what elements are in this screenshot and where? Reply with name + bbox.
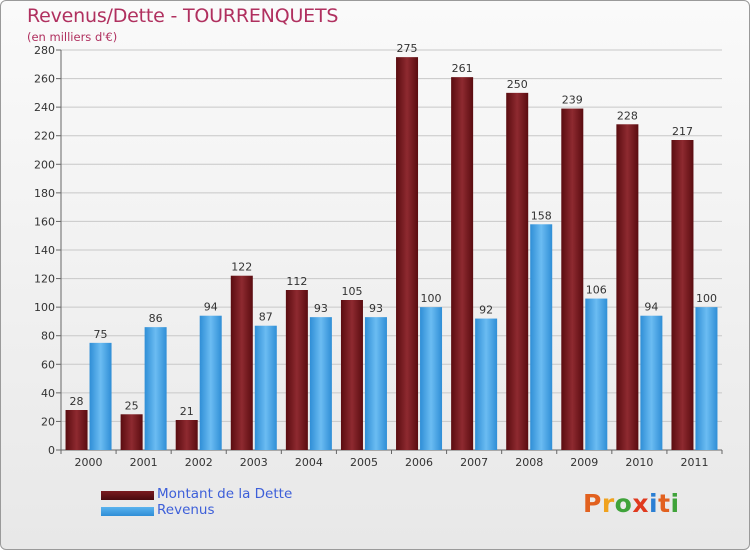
bar-revenue (254, 325, 277, 450)
legend-swatch-revenue (101, 507, 154, 516)
value-label-debt: 112 (286, 275, 307, 288)
y-tick-label: 80 (41, 330, 55, 343)
value-label-debt: 21 (180, 405, 194, 418)
y-tick-label: 160 (34, 215, 55, 228)
value-label-revenue: 93 (369, 302, 383, 315)
bars (65, 57, 718, 451)
bar-revenue (475, 318, 498, 450)
value-label-revenue: 100 (421, 292, 442, 305)
bar-revenue (640, 315, 663, 450)
bar-revenue (364, 317, 387, 450)
x-tick-label: 2004 (295, 456, 323, 469)
value-label-revenue: 92 (479, 304, 493, 317)
x-tick-label: 2010 (625, 456, 653, 469)
bar-debt (616, 124, 639, 451)
value-label-debt: 239 (562, 94, 583, 107)
bar-debt (506, 92, 529, 450)
bar-debt (285, 290, 308, 450)
x-tick-label: 2006 (405, 456, 433, 469)
y-tick-label: 240 (34, 101, 55, 114)
x-tick-label: 2003 (240, 456, 268, 469)
bar-debt (175, 420, 198, 450)
y-tick-label: 20 (41, 415, 55, 428)
x-tick-label: 2001 (130, 456, 158, 469)
bar-revenue (695, 307, 718, 450)
x-tick-label: 2011 (680, 456, 708, 469)
bar-debt (561, 108, 584, 451)
bar-revenue (420, 307, 443, 450)
value-label-debt: 261 (452, 62, 473, 75)
bar-debt (120, 414, 143, 450)
axes: 0 20 40 60 80 100 120 140 160 180 200 220 240 260 280 2… (34, 44, 723, 469)
x-tick-label: 2005 (350, 456, 378, 469)
value-label-debt: 105 (341, 285, 362, 298)
value-label-debt: 25 (125, 399, 139, 412)
y-tick-label: 120 (34, 273, 55, 286)
bar-revenue (585, 298, 608, 450)
y-tick-label: 180 (34, 187, 55, 200)
bar-debt (671, 140, 694, 450)
bar-revenue (530, 224, 553, 450)
bar-revenue (89, 342, 112, 450)
bar-revenue (199, 315, 222, 450)
y-tick-label: 40 (41, 387, 55, 400)
bar-debt (340, 300, 363, 450)
value-label-debt: 28 (70, 395, 84, 408)
y-tick-label: 60 (41, 358, 55, 371)
logo-letter: t (658, 489, 671, 518)
logo-letter: o (614, 489, 633, 518)
bar-debt (396, 57, 419, 451)
value-label-debt: 275 (397, 42, 418, 55)
y-tick-label: 100 (34, 301, 55, 314)
grid-lines (61, 49, 722, 451)
bar-debt (65, 410, 88, 450)
bar-revenue (309, 317, 332, 450)
value-label-revenue: 158 (531, 209, 552, 222)
value-label-revenue: 106 (586, 284, 607, 297)
value-label-debt: 122 (231, 261, 252, 274)
value-label-revenue: 94 (644, 301, 658, 314)
value-label-debt: 217 (672, 125, 693, 138)
x-tick-label: 2002 (185, 456, 213, 469)
y-tick-label: 200 (34, 158, 55, 171)
value-label-revenue: 87 (259, 311, 273, 324)
chart-title: Revenus/Dette - TOURRENQUETS (27, 5, 339, 27)
legend-label-debt: Montant de la Dette (157, 486, 293, 502)
logo-letter: r (601, 489, 615, 518)
logo-letter: i (649, 489, 659, 518)
legend-label-revenue: Revenus (157, 502, 215, 518)
value-label-revenue: 100 (696, 292, 717, 305)
y-tick-label: 140 (34, 244, 55, 257)
bar-debt (451, 77, 474, 451)
x-tick-label: 2008 (515, 456, 543, 469)
value-label-debt: 250 (507, 78, 528, 91)
y-tick-label: 260 (34, 73, 55, 86)
x-tick-label: 2009 (570, 456, 598, 469)
value-label-debt: 228 (617, 109, 638, 122)
chart-subtitle: (en milliers d'€) (27, 30, 118, 44)
value-label-revenue: 93 (314, 302, 328, 315)
x-tick-label: 2000 (75, 456, 103, 469)
y-tick-label: 280 (34, 44, 55, 57)
logo-letter: i (670, 489, 680, 518)
proxiti-logo: Proxiti (583, 489, 680, 518)
y-tick-label: 0 (48, 444, 55, 457)
logo-letter: P (583, 489, 602, 518)
legend-swatch-debt (101, 491, 154, 500)
value-label-revenue: 86 (149, 312, 163, 325)
logo-letter: x (632, 489, 649, 518)
value-label-revenue: 94 (204, 301, 218, 314)
x-tick-label: 2007 (460, 456, 488, 469)
value-labels: 28 75 25 86 21 94 122 87 112 93 105 93 275 100 261 92 25… (70, 42, 717, 418)
bar-debt (230, 275, 253, 450)
bar-revenue (144, 327, 167, 450)
value-label-revenue: 75 (94, 328, 108, 341)
y-tick-label: 220 (34, 130, 55, 143)
